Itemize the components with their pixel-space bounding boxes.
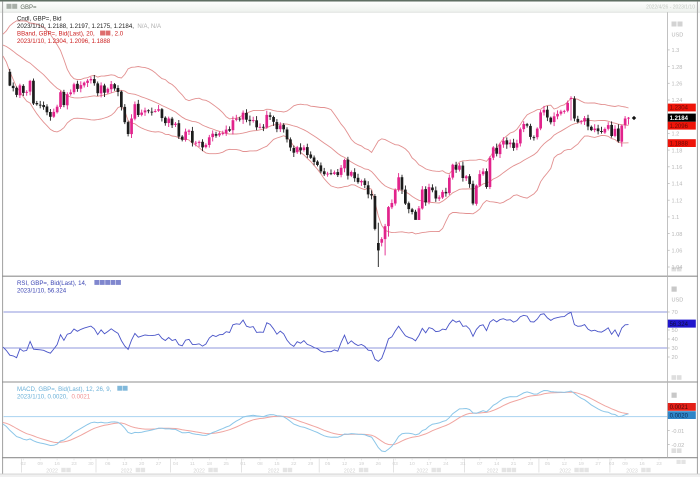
svg-text:27: 27	[595, 461, 601, 467]
svg-text:50: 50	[672, 328, 678, 334]
svg-text:1.18: 1.18	[672, 148, 683, 154]
svg-text:2023/1/10, 0.0020,: 2023/1/10, 0.0020,	[17, 393, 68, 400]
svg-text:23: 23	[71, 461, 77, 467]
svg-text:17: 17	[426, 461, 432, 467]
svg-text:15: 15	[274, 461, 280, 467]
svg-text:19: 19	[579, 461, 585, 467]
svg-text:22: 22	[291, 461, 297, 467]
svg-text:14: 14	[494, 461, 500, 467]
svg-text:, 2.0: , 2.0	[111, 31, 123, 38]
svg-text:09: 09	[38, 461, 44, 467]
svg-text:30: 30	[672, 346, 678, 352]
svg-text:1.3: 1.3	[672, 48, 680, 54]
svg-text:GBP=: GBP=	[20, 5, 37, 11]
svg-text:2022: 2022	[487, 468, 499, 474]
svg-text:30: 30	[88, 461, 94, 467]
svg-text:2022: 2022	[344, 468, 356, 474]
svg-text:18: 18	[207, 461, 213, 467]
svg-text:20: 20	[672, 355, 678, 361]
svg-text:2023: 2023	[626, 468, 638, 474]
svg-text:31: 31	[460, 461, 466, 467]
svg-text:1.2096: 1.2096	[670, 124, 689, 130]
svg-text:03: 03	[393, 461, 399, 467]
svg-text:RSI, GBP=, Bid(Last), 14,: RSI, GBP=, Bid(Last), 14,	[17, 280, 87, 287]
svg-text:21: 21	[511, 461, 517, 467]
svg-text:1.2: 1.2	[672, 132, 680, 138]
svg-text:2022: 2022	[268, 468, 280, 474]
svg-text:1.2184: 1.2184	[670, 116, 689, 122]
svg-text:BBand, GBP=, Bid(Last), 20,: BBand, GBP=, Bid(Last), 20,	[17, 31, 95, 38]
svg-text:02: 02	[21, 461, 27, 467]
svg-text:16: 16	[54, 461, 60, 467]
svg-text:-0.02: -0.02	[672, 443, 685, 449]
svg-text:1.2304: 1.2304	[670, 106, 689, 112]
svg-text:1.1: 1.1	[672, 215, 680, 221]
svg-text:04: 04	[173, 461, 179, 467]
svg-text:0.0021: 0.0021	[670, 405, 689, 411]
svg-text:19: 19	[359, 461, 365, 467]
svg-text:40: 40	[672, 337, 678, 343]
svg-text:56.324: 56.324	[670, 322, 689, 328]
svg-text:28: 28	[528, 461, 534, 467]
svg-text:0.0021: 0.0021	[72, 393, 91, 400]
svg-text:1.14: 1.14	[672, 182, 683, 188]
svg-text:05: 05	[325, 461, 331, 467]
svg-text:1.24: 1.24	[672, 98, 683, 104]
svg-text:2022/4/26 - 2023/1/10: 2022/4/26 - 2023/1/10	[646, 5, 695, 11]
svg-text:-0.01: -0.01	[672, 429, 685, 435]
svg-text:10: 10	[409, 461, 415, 467]
svg-text:24: 24	[443, 461, 449, 467]
svg-text:USD: USD	[672, 33, 684, 39]
svg-text:1.26: 1.26	[672, 82, 683, 88]
svg-text:12: 12	[342, 461, 348, 467]
svg-text:2022: 2022	[46, 468, 58, 474]
svg-text:01: 01	[240, 461, 246, 467]
svg-text:N/A, N/A: N/A, N/A	[137, 23, 162, 30]
svg-text:26: 26	[376, 461, 382, 467]
svg-text:1.16: 1.16	[672, 165, 683, 171]
svg-text:09: 09	[622, 461, 628, 467]
svg-text:2023/1/10, 1.2188, 1.2197, 1.2: 2023/1/10, 1.2188, 1.2197, 1.2175, 1.218…	[17, 23, 134, 30]
svg-text:25: 25	[224, 461, 230, 467]
svg-text:MACD, GBP=, Bid(Last), 12, 26: MACD, GBP=, Bid(Last), 12, 26, 9,	[17, 386, 112, 393]
svg-text:2023/1/10, 1.2304, 1.2096, 1.1: 2023/1/10, 1.2304, 1.2096, 1.1888	[17, 38, 111, 45]
svg-text:USD: USD	[672, 298, 684, 304]
svg-text:29: 29	[308, 461, 314, 467]
svg-text:2022: 2022	[121, 468, 133, 474]
svg-text:03: 03	[609, 461, 615, 467]
svg-text:2022: 2022	[193, 468, 205, 474]
svg-text:70: 70	[672, 310, 678, 316]
svg-text:Cndl, GBP=, Bid: Cndl, GBP=, Bid	[17, 16, 62, 23]
svg-text:2022: 2022	[417, 468, 429, 474]
svg-text:1.12: 1.12	[672, 198, 683, 204]
svg-text:1.04: 1.04	[672, 265, 683, 271]
svg-text:2022: 2022	[559, 468, 571, 474]
svg-text:27: 27	[156, 461, 162, 467]
svg-text:06: 06	[105, 461, 111, 467]
svg-text:2023/1/10, 56.324: 2023/1/10, 56.324	[17, 288, 67, 295]
svg-text:1.06: 1.06	[672, 249, 683, 255]
svg-text:0.0020: 0.0020	[670, 413, 689, 419]
svg-text:1.28: 1.28	[672, 65, 683, 71]
svg-text:1.1888: 1.1888	[670, 141, 689, 147]
svg-text:23: 23	[656, 461, 662, 467]
svg-text:13: 13	[122, 461, 128, 467]
svg-text:16: 16	[639, 461, 645, 467]
svg-text:11: 11	[190, 461, 195, 467]
svg-text:12: 12	[562, 461, 568, 467]
svg-text:1.08: 1.08	[672, 232, 683, 238]
svg-text:07: 07	[477, 461, 483, 467]
svg-text:08: 08	[257, 461, 263, 467]
svg-text:20: 20	[139, 461, 145, 467]
svg-text:05: 05	[545, 461, 551, 467]
